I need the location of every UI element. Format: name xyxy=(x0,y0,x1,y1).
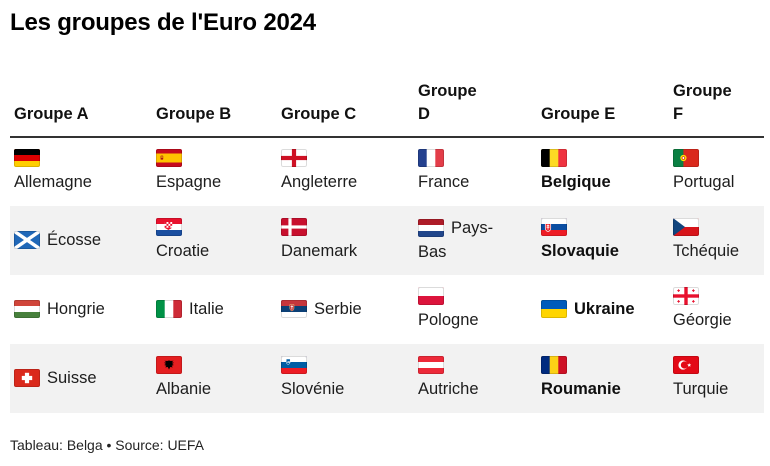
flag-czechia-icon xyxy=(673,217,699,236)
column-header-groupe-d: Groupe D xyxy=(414,65,537,138)
flag-ukraine-icon xyxy=(541,299,567,318)
team-cell: Suisse xyxy=(10,344,152,413)
table-row: Écosse Croatie Danemark Pays-Bas Slovaquie Tc… xyxy=(10,206,764,275)
column-header-label: Groupe C xyxy=(281,104,357,123)
team-cell: Belgique xyxy=(537,137,669,206)
team-cell: Autriche xyxy=(414,344,537,413)
team-name: Belgique xyxy=(541,173,611,192)
team-name: Autriche xyxy=(418,379,479,398)
column-header-label: Groupe D xyxy=(418,82,477,123)
flag-hungary-icon xyxy=(14,299,40,318)
team-cell: Turquie xyxy=(669,344,764,413)
team-name: Portugal xyxy=(673,173,735,192)
team-name: Pologne xyxy=(418,310,479,329)
page-title: Les groupes de l'Euro 2024 xyxy=(10,9,316,36)
team-name: Serbie xyxy=(314,299,362,318)
flag-serbia-icon xyxy=(281,299,307,318)
header-row: Groupe A Groupe B Groupe C Groupe D Groupe E… xyxy=(10,65,764,138)
team-cell: Allemagne xyxy=(10,137,152,206)
flag-poland-icon xyxy=(418,286,444,305)
team-cell: Portugal xyxy=(669,137,764,206)
column-header-groupe-e: Groupe E xyxy=(537,65,669,138)
team-cell: Tchéquie xyxy=(669,206,764,275)
column-header-groupe-b: Groupe B xyxy=(152,65,277,138)
team-cell: Pays-Bas xyxy=(414,206,537,275)
team-name: Ukraine xyxy=(574,299,635,318)
team-cell: Italie xyxy=(152,275,277,344)
team-name: Allemagne xyxy=(14,173,92,192)
team-name: Italie xyxy=(189,299,224,318)
team-name: Écosse xyxy=(47,230,102,249)
team-name: Espagne xyxy=(156,173,222,192)
column-header-label: Groupe E xyxy=(541,104,616,123)
team-name: Danemark xyxy=(281,241,358,260)
team-name: Croatie xyxy=(156,241,210,260)
team-cell: Danemark xyxy=(277,206,414,275)
flag-slovakia-icon xyxy=(541,217,567,236)
team-cell: Espagne xyxy=(152,137,277,206)
flag-spain-icon xyxy=(156,149,182,168)
flag-georgia-icon xyxy=(673,286,699,305)
team-cell: Géorgie xyxy=(669,275,764,344)
flag-france-icon xyxy=(418,149,444,168)
team-name: Angleterre xyxy=(281,173,358,192)
flag-albania-icon xyxy=(156,355,182,374)
flag-netherlands-icon xyxy=(418,218,444,237)
team-name: Tchéquie xyxy=(673,241,740,260)
flag-turkey-icon xyxy=(673,355,699,374)
flag-switzerland-icon xyxy=(14,368,40,387)
team-cell: Écosse xyxy=(10,206,152,275)
team-name: France xyxy=(418,173,470,192)
team-cell: Slovénie xyxy=(277,344,414,413)
flag-austria-icon xyxy=(418,355,444,374)
flag-croatia-icon xyxy=(156,217,182,236)
team-cell: Croatie xyxy=(152,206,277,275)
attribution-source-line: Tableau: Belga • Source: UEFA xyxy=(10,437,205,453)
column-header-groupe-f: Groupe F xyxy=(669,65,764,138)
table-row: Hongrie Italie Serbie Pologne Ukraine Géorgie xyxy=(10,275,764,344)
team-name: Pays-Bas xyxy=(418,218,494,261)
team-cell: Angleterre xyxy=(277,137,414,206)
team-name: Suisse xyxy=(47,368,97,387)
team-name: Slovaquie xyxy=(541,241,619,260)
column-header-label: Groupe F xyxy=(673,82,732,123)
team-cell: Albanie xyxy=(152,344,277,413)
team-cell: Serbie xyxy=(277,275,414,344)
flag-romania-icon xyxy=(541,355,567,374)
groups-table: Groupe A Groupe B Groupe C Groupe D Groupe E… xyxy=(10,65,764,413)
flag-germany-icon xyxy=(14,149,40,168)
flag-portugal-icon xyxy=(673,149,699,168)
team-name: Roumanie xyxy=(541,379,621,398)
table-row: Allemagne Espagne Angleterre France Belgique… xyxy=(10,137,764,206)
team-cell: Slovaquie xyxy=(537,206,669,275)
column-header-groupe-a: Groupe A xyxy=(10,65,152,138)
team-name: Géorgie xyxy=(673,310,732,329)
chart-card: Les groupes de l'Euro 2024 Groupe A Group… xyxy=(10,9,764,453)
team-cell: Roumanie xyxy=(537,344,669,413)
team-name: Albanie xyxy=(156,379,212,398)
flag-italy-icon xyxy=(156,299,182,318)
team-name: Turquie xyxy=(673,379,729,398)
team-cell: Pologne xyxy=(414,275,537,344)
team-cell: Hongrie xyxy=(10,275,152,344)
column-header-label: Groupe A xyxy=(14,104,89,123)
team-cell: Ukraine xyxy=(537,275,669,344)
flag-england-icon xyxy=(281,149,307,168)
flag-slovenia-icon xyxy=(281,355,307,374)
column-header-label: Groupe B xyxy=(156,104,232,123)
team-name: Hongrie xyxy=(47,299,105,318)
flag-scotland-icon xyxy=(14,230,40,249)
team-name: Slovénie xyxy=(281,379,345,398)
flag-denmark-icon xyxy=(281,217,307,236)
column-header-groupe-c: Groupe C xyxy=(277,65,414,138)
team-cell: France xyxy=(414,137,537,206)
table-row: Suisse Albanie Slovénie Autriche Roumanie Tur… xyxy=(10,344,764,413)
flag-belgium-icon xyxy=(541,149,567,168)
